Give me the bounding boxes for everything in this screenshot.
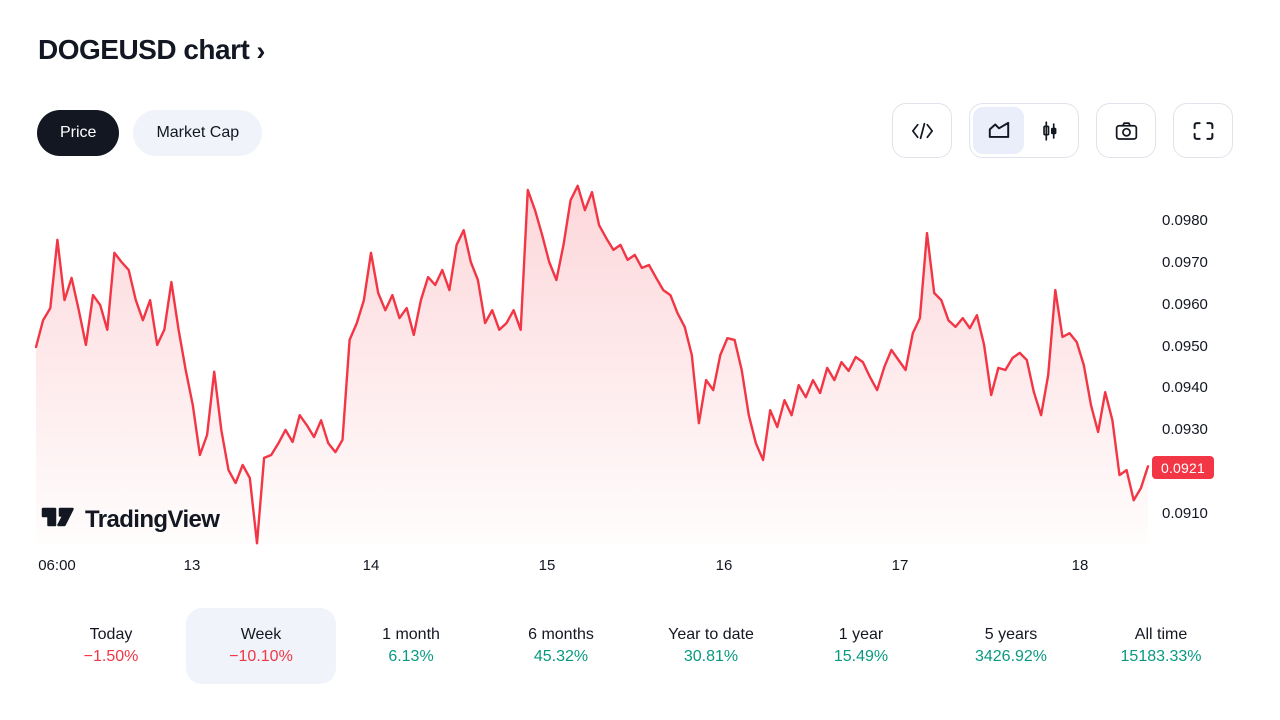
stat-5-years[interactable]: 5 years 3426.92% [936,608,1086,684]
stat-value: −1.50% [83,648,139,665]
stat-label: All time [1134,626,1188,643]
x-axis-label: 15 [538,557,556,574]
stat-label: 1 month [382,626,440,643]
stat-value: 30.81% [683,648,739,665]
snapshot-button[interactable] [1096,103,1156,158]
fullscreen-button[interactable] [1173,103,1233,158]
stat-1-year[interactable]: 1 year 15.49% [786,608,936,684]
x-axis-label: 14 [362,557,380,574]
chart-price-line [34,184,1150,545]
candlestick-icon [1037,118,1063,144]
code-icon [909,118,936,144]
chart-area-fill [36,185,1148,546]
price-toggle-button[interactable]: Price [37,110,120,156]
chevron-right-icon[interactable]: › [256,35,266,66]
x-axis-label: 18 [1071,557,1089,574]
stat-all-time[interactable]: All time 15183.33% [1086,608,1236,684]
stat-value: 45.32% [533,648,589,665]
stat-value: −10.10% [229,648,293,665]
stat-label: Year to date [668,626,754,643]
area-chart-icon [986,119,1012,143]
chart-toolbar [892,103,1233,158]
y-axis-label: 0.0960 [1162,295,1208,313]
stat-value: 6.13% [388,648,434,665]
period-stats-row: Today −1.50% Week −10.10% 1 month 6.13% … [36,608,1236,684]
candlestick-chart-button[interactable] [1024,107,1075,154]
y-axis-label: 0.0930 [1162,421,1208,439]
chart-mode-toggle: Price Market Cap [37,110,263,156]
tradingview-wordmark: TradingView [85,505,220,533]
stat-1-month[interactable]: 1 month 6.13% [336,608,486,684]
current-price-badge: 0.0921 [1152,456,1214,480]
camera-icon [1113,118,1140,144]
x-axis-label: 06:00 [38,557,76,574]
stat-label: 1 year [838,626,884,643]
stat-label: Today [89,626,133,643]
stat-label: 6 months [528,626,594,643]
y-axis-label: 0.0940 [1162,379,1208,397]
stat-week[interactable]: Week −10.10% [186,608,336,684]
stat-year-to-date[interactable]: Year to date 30.81% [636,608,786,684]
fullscreen-icon [1190,118,1217,144]
area-chart-button[interactable] [973,107,1024,154]
stat-6-months[interactable]: 6 months 45.32% [486,608,636,684]
x-axis-label: 13 [183,557,201,574]
tradingview-attribution[interactable]: TradingView [40,505,220,534]
stat-label: Week [240,626,282,643]
market-cap-toggle-button[interactable]: Market Cap [133,110,263,156]
stat-today[interactable]: Today −1.50% [36,608,186,684]
y-axis-label: 0.0970 [1162,253,1208,271]
y-axis-label: 0.0910 [1162,505,1208,523]
embed-code-button[interactable] [892,103,952,158]
chart-type-segmented-control [969,103,1079,158]
stat-value: 15183.33% [1120,648,1202,665]
page-title: DOGEUSD chart [38,34,250,65]
chart-header: DOGEUSD chart › [38,34,265,66]
x-axis-label: 16 [715,557,733,574]
y-axis-label: 0.0980 [1162,212,1208,229]
stat-label: 5 years [984,626,1038,643]
stat-value: 15.49% [833,648,889,665]
y-axis-label: 0.0950 [1162,337,1208,355]
stat-value: 3426.92% [974,648,1048,665]
x-axis-label: 17 [891,557,909,574]
tradingview-logo-icon [40,505,76,534]
